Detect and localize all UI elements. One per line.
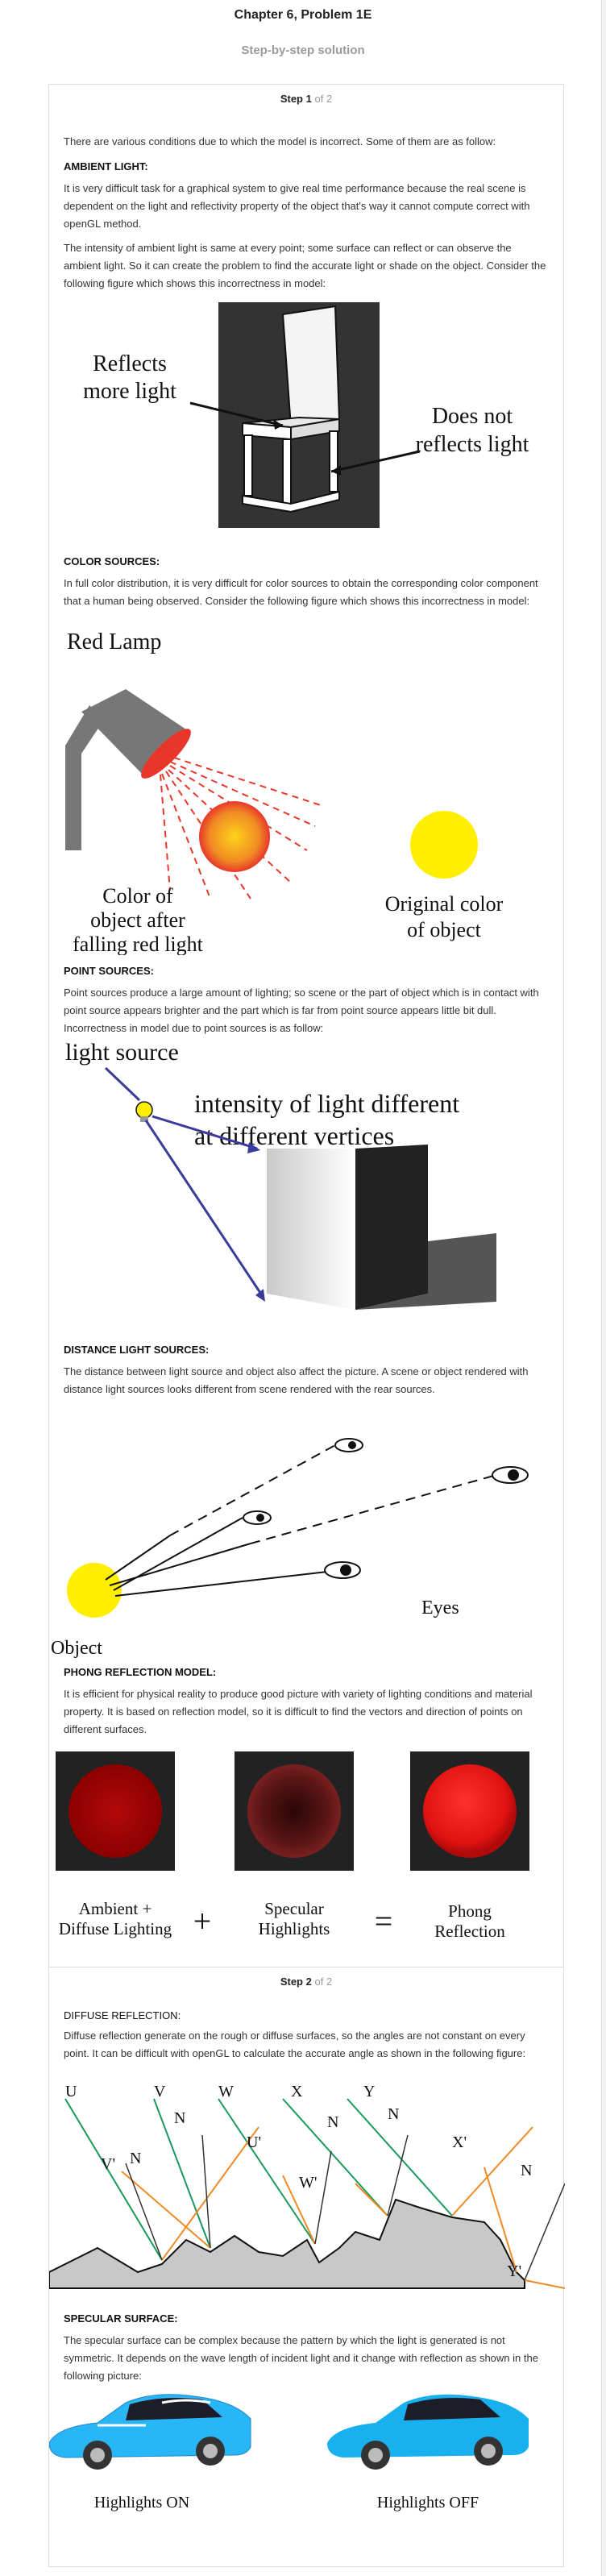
- normals: [125, 2134, 565, 2281]
- fig5-ambient-1: Ambient +: [79, 1899, 152, 1918]
- distance-sources-heading: DISTANCE LIGHT SOURCES:: [64, 1344, 210, 1356]
- lamp-arm: [65, 705, 104, 850]
- ray-label-V-prime: V': [101, 2155, 115, 2173]
- lamp-shade: [81, 689, 186, 778]
- normal-label: N: [521, 2162, 532, 2179]
- lamp-bulb: [141, 729, 191, 779]
- specular-cars-figure: Highlights ON Highlights OFF: [49, 2394, 529, 2512]
- fig1-right-label-1: Does not: [432, 404, 513, 429]
- step-1-intro: There are various conditions due to whic…: [64, 135, 496, 147]
- step-number: 1: [305, 93, 312, 105]
- diffuse-reflection-figure: U V W X Y N N N N N U' V' W' X' Y': [49, 2083, 565, 2289]
- step-1-header: Step 1 of 2: [49, 85, 563, 105]
- cube-dark-face: [355, 1145, 428, 1310]
- color-sources-heading: COLOR SOURCES:: [64, 555, 160, 567]
- fig2-after-3: falling red light: [73, 933, 204, 955]
- fig5-equals: =: [375, 1903, 393, 1939]
- sun-light-source: [67, 1563, 122, 1618]
- object-after-red-light: [199, 801, 270, 872]
- eye-icon: [492, 1466, 529, 1484]
- step-of: of 2: [314, 1976, 333, 1988]
- diffuse-paragraph: Diffuse reflection generate on the rough…: [64, 2030, 526, 2059]
- fig4-object-label: Object: [51, 1638, 102, 1659]
- ray-label-Y: Y: [363, 2083, 375, 2100]
- fig1-left-label-1: Reflects: [93, 351, 167, 376]
- step-number: 2: [305, 1976, 312, 1988]
- distance-sources-paragraph: The distance between light source and ob…: [64, 1365, 529, 1395]
- phong-reflection-figure: Ambient + Diffuse Lighting + Specular Hi…: [56, 1751, 529, 1941]
- ray-label-X-prime: X': [452, 2134, 467, 2151]
- step-2-header: Step 2 of 2: [49, 1967, 563, 1988]
- phong-paragraph: It is efficient for physical reality to …: [64, 1688, 533, 1735]
- eye-icon: [334, 1438, 363, 1452]
- car-highlights-off: [327, 2394, 529, 2470]
- specular-paragraph: The specular surface can be complex beca…: [64, 2334, 538, 2382]
- ray-label-W: W: [218, 2083, 234, 2100]
- fig2-after-1: Color of: [102, 884, 173, 908]
- ray-label-U: U: [65, 2083, 77, 2100]
- fig5-ambient-2: Diffuse Lighting: [59, 1919, 172, 1938]
- normal-label: N: [130, 2150, 141, 2167]
- cube-shadow: [355, 1233, 496, 1310]
- phong-heading: PHONG REFLECTION MODEL:: [64, 1666, 217, 1678]
- eye-icon: [243, 1510, 272, 1525]
- cube-lit-face: [267, 1149, 355, 1310]
- fig1-right-label-2: reflects light: [416, 432, 529, 457]
- step-1-card: Step 1 of 2 There are various conditions…: [48, 84, 564, 1970]
- ray-label-Y-prime: Y': [507, 2262, 521, 2280]
- ray-label-V: V: [154, 2083, 166, 2100]
- fig5-phong-2: Reflection: [434, 1922, 505, 1941]
- normal-label: N: [174, 2109, 185, 2127]
- point-sources-heading: POINT SOURCES:: [64, 965, 154, 977]
- ambient-light-chair-figure: Reflects more light Does not reflects li…: [83, 302, 529, 528]
- step-label: Step: [280, 93, 303, 105]
- chair-back: [281, 305, 341, 429]
- reflected-rays: [121, 2126, 565, 2289]
- incident-rays: [64, 2098, 453, 2261]
- ray-label-W-prime: W': [299, 2174, 317, 2192]
- fig5-plus: +: [193, 1903, 212, 1939]
- rough-surface: [49, 2198, 525, 2289]
- ambient-paragraph-2: The intensity of ambient light is same a…: [64, 242, 546, 289]
- eye-icon: [324, 1561, 361, 1579]
- page-subtitle: Step-by-step solution: [241, 44, 365, 57]
- step-2-card: Step 2 of 2 DIFFUSE REFLECTION: Diffuse …: [48, 1967, 565, 2567]
- step-label: Step: [280, 1976, 303, 1988]
- object-original-color: [410, 811, 478, 879]
- normal-label: N: [327, 2113, 338, 2131]
- specular-heading: SPECULAR SURFACE:: [64, 2312, 178, 2325]
- fig3-intensity-1: intensity of light different: [194, 1089, 459, 1118]
- page-title: Chapter 6, Problem 1E: [234, 8, 372, 22]
- ray-label-X: X: [291, 2083, 303, 2100]
- light-bulb-icon: [135, 1101, 153, 1119]
- fig5-specular-2: Highlights: [259, 1919, 330, 1938]
- normal-label: N: [388, 2105, 399, 2123]
- color-sources-paragraph: In full color distribution, it is very d…: [64, 577, 538, 607]
- step-of: of 2: [314, 93, 333, 105]
- fig3-intensity-2: at different vertices: [194, 1121, 394, 1150]
- distance-sources-figure: Eyes Object: [51, 1438, 529, 1659]
- fig2-after-2: object after: [90, 908, 185, 932]
- point-sources-paragraph: Point sources produce a large amount of …: [64, 987, 539, 1034]
- diffuse-heading: DIFFUSE REFLECTION:: [64, 2009, 181, 2021]
- fig3-source-label: light source: [65, 1039, 179, 1066]
- fig4-eyes-label: Eyes: [421, 1598, 459, 1618]
- fig2-orig-2: of object: [407, 918, 481, 941]
- fig7-highlights-off-label: Highlights OFF: [377, 2494, 479, 2512]
- car-highlights-on: [49, 2394, 251, 2470]
- fig2-orig-1: Original color: [385, 892, 504, 916]
- fig1-left-label-2: more light: [83, 379, 176, 404]
- fig7-highlights-on-label: Highlights ON: [94, 2494, 189, 2512]
- fig5-specular-1: Specular: [264, 1899, 323, 1918]
- ambient-heading: AMBIENT LIGHT:: [64, 160, 148, 172]
- fig5-phong-1: Phong: [448, 1901, 492, 1921]
- point-sources-figure: light source intensity of light differen…: [65, 1039, 496, 1310]
- ray-label-U-prime: U': [247, 2134, 261, 2151]
- fig2-lamp-label: Red Lamp: [67, 629, 161, 654]
- page-scrollbar[interactable]: [601, 0, 606, 2576]
- ambient-paragraph-1: It is very difficult task for a graphica…: [64, 182, 530, 230]
- color-sources-lamp-figure: Red Lamp Color of object after falling r…: [65, 629, 504, 955]
